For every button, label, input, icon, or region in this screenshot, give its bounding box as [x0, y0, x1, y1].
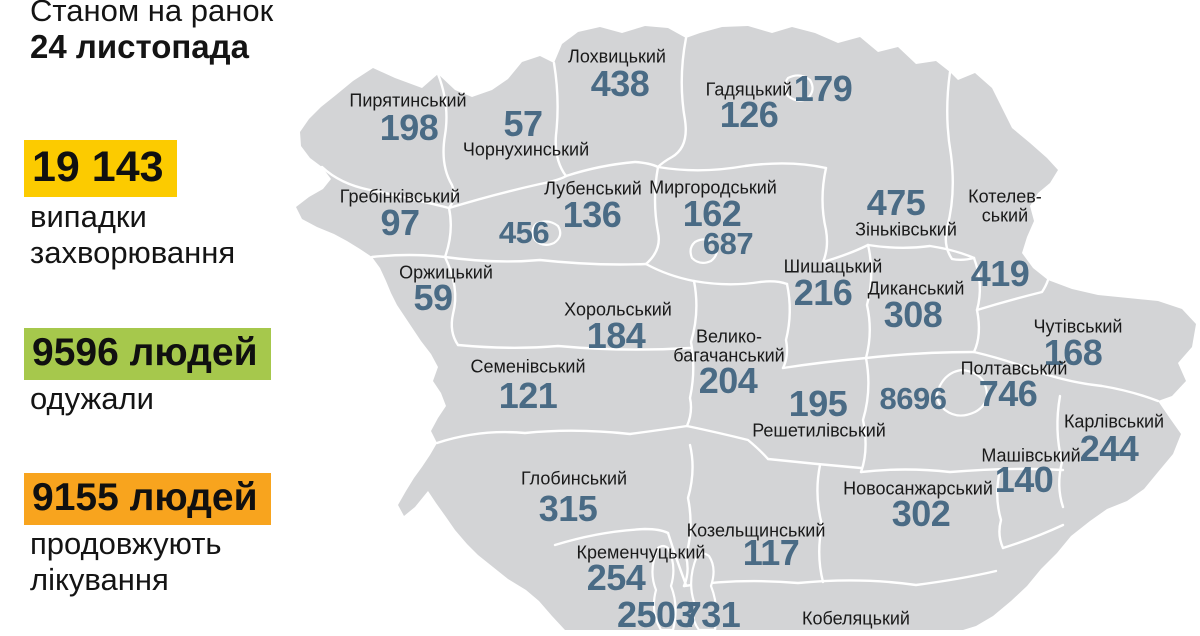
treatment-total-label: продовжують лікування [30, 526, 222, 598]
map-silhouette [296, 26, 1196, 630]
city-enclave-lubny [531, 220, 562, 247]
recovered-total-label: одужали [30, 381, 154, 416]
city-enclave-kremenchuk-west [651, 544, 677, 630]
cases-total-label: випадки захворювання [30, 199, 236, 271]
district-borders [320, 36, 1160, 588]
city-enclave-kremenchuk-east [690, 552, 718, 630]
city-enclaves [531, 74, 988, 630]
recovered-total-value: 9596 людей [24, 328, 271, 380]
report-date-line2: 24 листопада [30, 28, 249, 65]
city-enclave-poltava [935, 368, 988, 417]
report-date-line1: Станом на ранок [30, 0, 274, 28]
treatment-total-value: 9155 людей [24, 473, 271, 525]
city-enclave-hadiach [783, 74, 814, 102]
cases-total-value: 19 143 [24, 140, 177, 197]
city-enclave-myrhorod [689, 238, 718, 265]
